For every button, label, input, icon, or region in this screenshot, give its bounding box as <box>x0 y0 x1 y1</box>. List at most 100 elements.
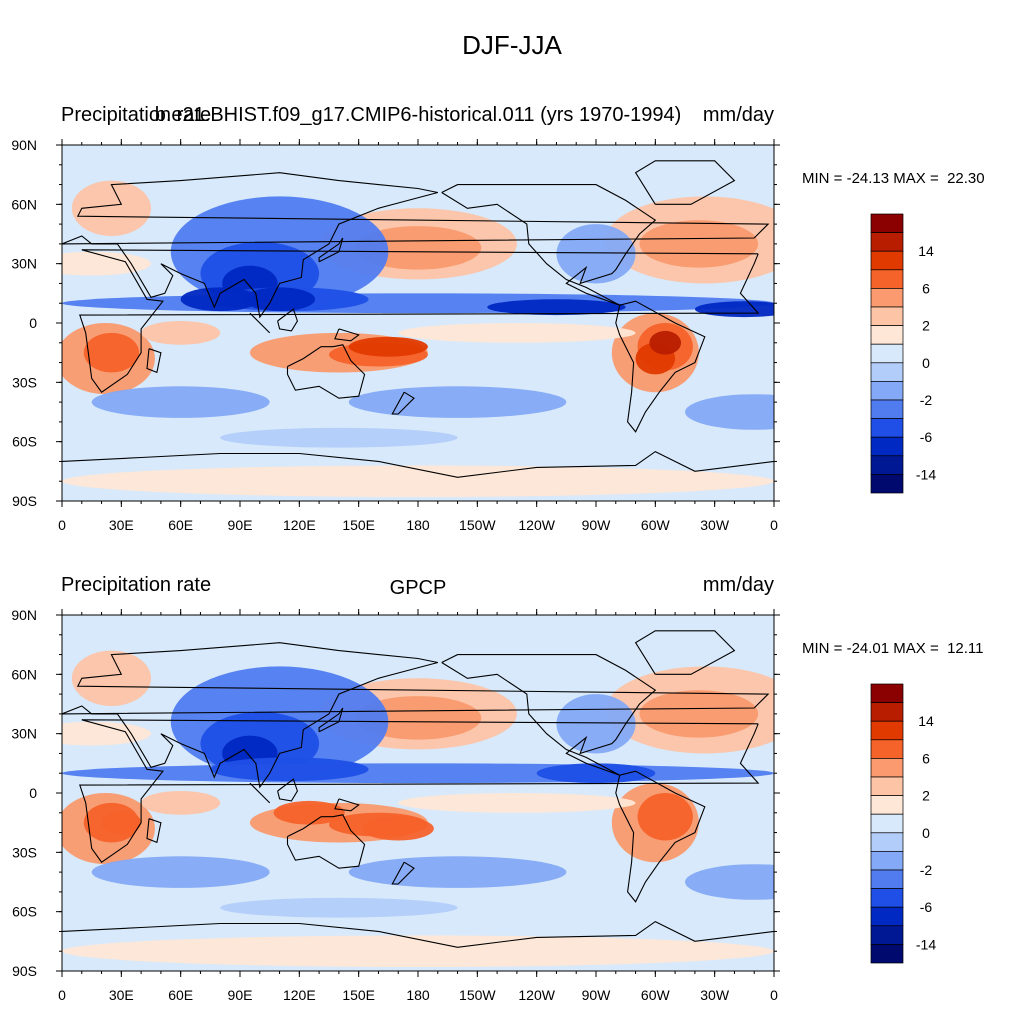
lon-tick-label: 0 <box>58 517 66 533</box>
figure-title: DJF-JJA <box>462 30 562 60</box>
lon-tick-label: 120E <box>283 987 316 1003</box>
panel1-left-string: Precipitation rate <box>61 104 212 126</box>
colorbar-swatch <box>870 343 904 364</box>
coastline <box>62 172 770 319</box>
lon-tick-label: 60E <box>168 987 193 1003</box>
colorbar-swatch <box>870 683 904 703</box>
coastline <box>634 160 736 205</box>
precip-field <box>62 145 774 501</box>
colorbar-label: 0 <box>922 355 930 371</box>
coastline <box>334 798 360 812</box>
lon-tick-label: 0 <box>770 517 778 533</box>
precip-anomaly-region <box>637 793 693 841</box>
colorbar-swatch <box>870 362 904 382</box>
precip-anomaly-region <box>398 323 636 343</box>
lat-tick-label: 90S <box>12 493 37 509</box>
precip-anomaly-region <box>649 330 682 355</box>
colorbar-swatch <box>870 869 904 889</box>
lon-tick-label: 120E <box>283 517 316 533</box>
colorbar-label: -2 <box>920 862 933 878</box>
colorbar-swatch <box>870 851 904 871</box>
coastline <box>334 328 360 342</box>
colorbar-swatch <box>870 720 904 741</box>
colorbar-label: -6 <box>920 899 933 915</box>
precip-anomaly-region <box>362 816 434 841</box>
lat-tick-label: 60N <box>11 666 37 682</box>
colorbar-label: -6 <box>920 429 933 445</box>
precip-anomaly-region <box>487 299 626 316</box>
lon-tick-label: 120W <box>518 987 555 1003</box>
lon-tick-label: 90W <box>582 987 612 1003</box>
colorbar-swatch <box>870 739 904 759</box>
precip-anomaly-region <box>348 856 567 888</box>
colorbar-label: 2 <box>922 318 930 334</box>
lon-tick-label: 0 <box>770 987 778 1003</box>
precip-anomaly-region <box>180 287 260 312</box>
colorbar-swatch <box>870 381 904 401</box>
colorbar-label: 6 <box>922 280 930 296</box>
colorbar-swatch <box>870 888 904 908</box>
lon-tick-label: 30E <box>109 517 134 533</box>
panel2-center-string: GPCP <box>389 577 447 599</box>
colorbar-label: 6 <box>922 750 930 766</box>
coastline <box>79 719 760 863</box>
panel2-right-string: mm/day <box>702 574 774 596</box>
colorbar-swatch <box>870 455 904 475</box>
colorbar-swatch <box>870 474 904 494</box>
coastline <box>318 237 344 263</box>
panel1-min: MIN = -24.13 <box>802 170 890 187</box>
precip-anomaly-region <box>62 293 774 314</box>
coastline <box>146 348 162 374</box>
precip-field <box>62 615 774 971</box>
precip-anomaly-region <box>220 897 458 918</box>
panel1-center-string: b.e21.BHIST.f09_g17.CMIP6-historical.011… <box>154 104 682 126</box>
precip-anomaly-region <box>694 301 774 318</box>
lon-tick-label: 60W <box>641 517 671 533</box>
lat-tick-label: 60S <box>12 904 37 920</box>
lat-tick-label: 90S <box>12 963 37 979</box>
colorbar-swatch <box>870 436 904 457</box>
coastline <box>62 450 774 478</box>
lat-tick-label: 90N <box>11 137 37 153</box>
colorbar-swatch <box>870 906 904 927</box>
coastline <box>62 920 774 948</box>
precip-anomaly-region <box>536 763 656 784</box>
colorbar-swatch <box>870 399 904 419</box>
precip-anomaly-region <box>243 287 316 312</box>
lon-tick-label: 60E <box>168 517 193 533</box>
panel1-minmax: MIN = -24.13 MAX = 22.30 <box>802 170 985 187</box>
colorbar-swatch <box>870 944 904 964</box>
colorbar-swatch <box>870 702 904 722</box>
map-panel-1: 90N 60N 30N 0 30S 60S 90S 0 30E 60E 90E 120E 150E 180… <box>11 137 936 533</box>
coastline <box>441 184 657 306</box>
lat-tick-label: 60S <box>12 434 37 450</box>
panel1-max: MAX = 22.30 <box>893 170 985 187</box>
precip-anomaly-region <box>62 763 774 784</box>
lat-tick-label: 30S <box>12 844 37 860</box>
lon-tick-label: 90E <box>228 987 253 1003</box>
panel2-minmax: MIN = -24.01 MAX = 12.11 <box>802 640 984 657</box>
colorbar-swatch <box>870 758 904 778</box>
colorbar-swatch <box>870 813 904 834</box>
panel2-max: MAX = 12.11 <box>893 640 984 657</box>
lat-tick-label: 0 <box>29 315 37 331</box>
coastline <box>277 308 299 332</box>
coastline <box>249 312 271 334</box>
colorbar-swatch <box>870 325 904 345</box>
colorbar-label: 14 <box>918 713 934 729</box>
colorbar-swatch <box>870 232 904 252</box>
precip-anomaly-region <box>220 427 458 448</box>
precip-anomaly-region <box>141 791 221 815</box>
lon-tick-label: 180 <box>406 517 430 533</box>
coastline <box>277 778 299 802</box>
colorbar-label: -2 <box>920 392 933 408</box>
coastline <box>318 707 344 733</box>
precip-anomaly-region <box>556 224 636 284</box>
precip-anomaly-region <box>71 650 151 706</box>
precip-anomaly-region <box>210 757 369 782</box>
lon-tick-label: 120W <box>518 517 555 533</box>
precip-anomaly-region <box>83 332 140 373</box>
lon-tick-label: 90E <box>228 517 253 533</box>
colorbar-swatch <box>870 832 904 852</box>
precip-anomaly-region <box>639 690 759 738</box>
